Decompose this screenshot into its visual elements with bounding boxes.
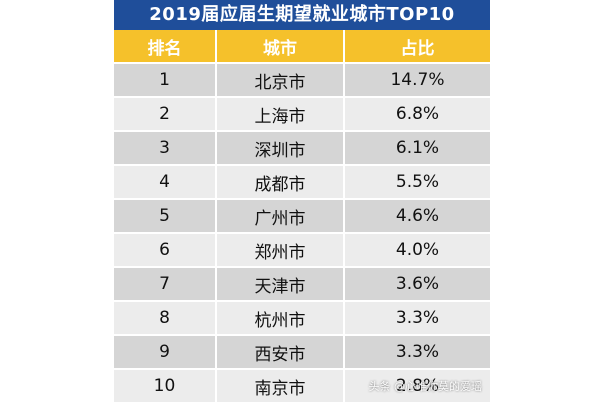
city-cell: 深圳市 bbox=[216, 131, 344, 165]
watermark: 头条 @心唯你莫的爱瑶 bbox=[369, 378, 483, 394]
header-rank: 排名 bbox=[114, 30, 216, 63]
rank-cell: 6 bbox=[114, 233, 216, 267]
header-city: 城市 bbox=[216, 30, 344, 63]
share-cell: 14.7% bbox=[344, 63, 490, 97]
rank-cell: 8 bbox=[114, 301, 216, 335]
table-row: 3 深圳市 6.1% bbox=[114, 131, 490, 165]
city-cell: 北京市 bbox=[216, 63, 344, 97]
table-row: 5 广州市 4.6% bbox=[114, 199, 490, 233]
share-cell: 6.8% bbox=[344, 97, 490, 131]
share-cell: 4.0% bbox=[344, 233, 490, 267]
table-row: 7 天津市 3.6% bbox=[114, 267, 490, 301]
rank-cell: 9 bbox=[114, 335, 216, 369]
table-row: 8 杭州市 3.3% bbox=[114, 301, 490, 335]
share-cell: 5.5% bbox=[344, 165, 490, 199]
share-cell: 3.6% bbox=[344, 267, 490, 301]
rank-cell: 1 bbox=[114, 63, 216, 97]
rank-cell: 2 bbox=[114, 97, 216, 131]
table-row: 9 西安市 3.3% bbox=[114, 335, 490, 369]
table-title: 2019届应届生期望就业城市TOP10 bbox=[114, 0, 490, 30]
rank-cell: 4 bbox=[114, 165, 216, 199]
city-cell: 郑州市 bbox=[216, 233, 344, 267]
city-ranking-table: 排名 城市 占比 1 北京市 14.7% 2 上海市 6.8% 3 深圳市 6.… bbox=[114, 30, 490, 404]
share-cell: 3.3% bbox=[344, 301, 490, 335]
header-share: 占比 bbox=[344, 30, 490, 63]
city-cell: 广州市 bbox=[216, 199, 344, 233]
city-cell: 南京市 bbox=[216, 369, 344, 403]
share-cell: 6.1% bbox=[344, 131, 490, 165]
city-cell: 西安市 bbox=[216, 335, 344, 369]
city-cell: 成都市 bbox=[216, 165, 344, 199]
rank-cell: 7 bbox=[114, 267, 216, 301]
city-cell: 上海市 bbox=[216, 97, 344, 131]
city-cell: 天津市 bbox=[216, 267, 344, 301]
ranking-table-card: 2019届应届生期望就业城市TOP10 排名 城市 占比 1 北京市 14.7%… bbox=[114, 0, 490, 400]
table-row: 2 上海市 6.8% bbox=[114, 97, 490, 131]
table-row: 4 成都市 5.5% bbox=[114, 165, 490, 199]
table-row: 1 北京市 14.7% bbox=[114, 63, 490, 97]
rank-cell: 5 bbox=[114, 199, 216, 233]
table-row: 6 郑州市 4.0% bbox=[114, 233, 490, 267]
city-cell: 杭州市 bbox=[216, 301, 344, 335]
share-cell: 3.3% bbox=[344, 335, 490, 369]
rank-cell: 10 bbox=[114, 369, 216, 403]
share-cell: 4.6% bbox=[344, 199, 490, 233]
rank-cell: 3 bbox=[114, 131, 216, 165]
header-row: 排名 城市 占比 bbox=[114, 30, 490, 63]
